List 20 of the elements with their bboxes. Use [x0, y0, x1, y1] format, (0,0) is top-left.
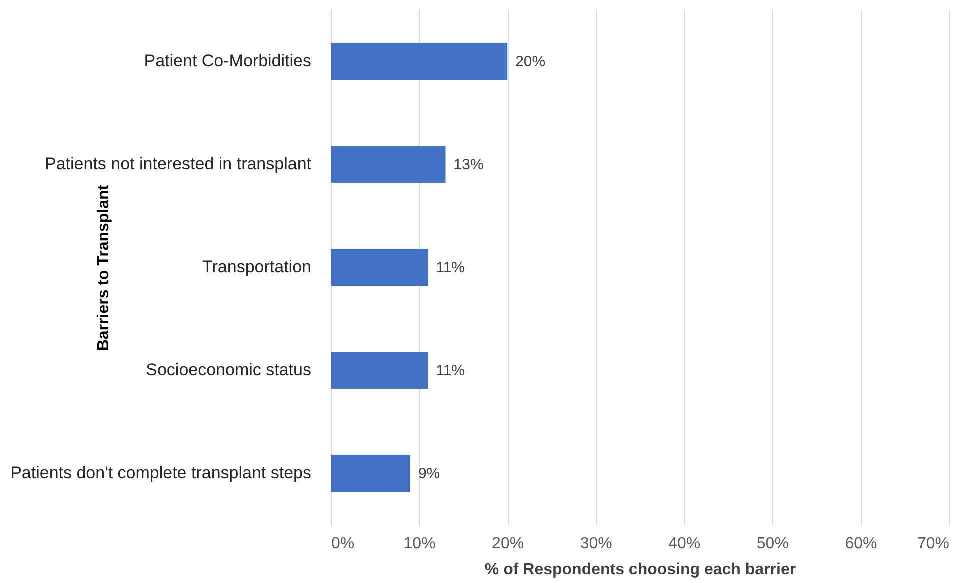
x-tick-label: 10% [404, 536, 436, 552]
x-axis-title: % of Respondents choosing each barrier [484, 562, 796, 578]
data-label: 13% [454, 156, 484, 174]
x-tick-label: 20% [492, 536, 524, 552]
data-label: 20% [516, 54, 546, 70]
x-tick-label: 40% [668, 536, 701, 552]
data-label: 9% [418, 466, 440, 482]
y-tick-label: Patients don't complete transplant steps [10, 464, 312, 482]
x-tick-label: 70% [917, 536, 950, 552]
data-label: 11% [436, 362, 466, 380]
x-tick-label: 60% [845, 536, 878, 552]
y-tick-label: Patient Co-Morbidities [144, 52, 312, 70]
x-tick-label: 0% [332, 536, 355, 552]
x-tick-label: 30% [580, 536, 612, 552]
y-tick-label: Patients not interested in transplant [45, 154, 312, 174]
data-label: 11% [436, 260, 466, 276]
x-tick-label: 50% [756, 536, 789, 552]
y-tick-label: Transportation [202, 258, 312, 276]
y-tick-label: Socioeconomic status [146, 360, 312, 380]
y-axis-title: Barriers to Transplant [96, 184, 112, 352]
